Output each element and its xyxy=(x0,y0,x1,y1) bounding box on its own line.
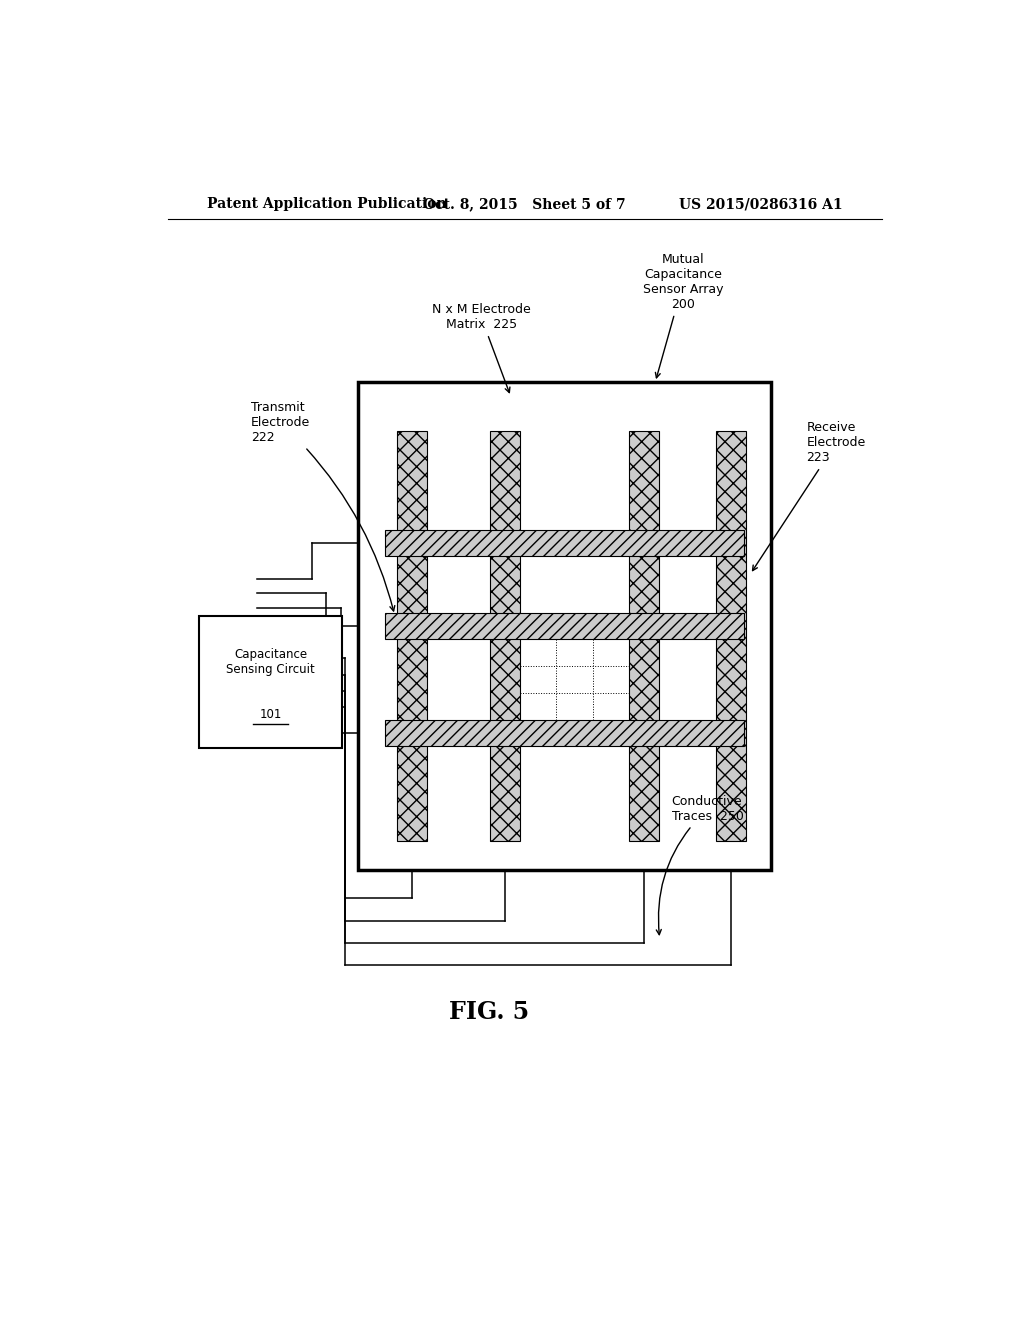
Text: Patent Application Publication: Patent Application Publication xyxy=(207,197,447,211)
Bar xyxy=(716,430,746,841)
Text: 101: 101 xyxy=(260,709,282,721)
Text: US 2015/0286316 A1: US 2015/0286316 A1 xyxy=(679,197,842,211)
Bar xyxy=(629,430,658,841)
Text: FIG. 5: FIG. 5 xyxy=(450,1001,529,1024)
Text: Capacitance
Sensing Circuit: Capacitance Sensing Circuit xyxy=(226,648,315,676)
Text: Mutual
Capacitance
Sensor Array
200: Mutual Capacitance Sensor Array 200 xyxy=(643,253,724,378)
Bar xyxy=(385,612,744,639)
Text: Receive
Electrode
223: Receive Electrode 223 xyxy=(753,421,865,570)
Text: N x M Electrode
Matrix  225: N x M Electrode Matrix 225 xyxy=(432,304,530,392)
Text: Transmit
Electrode
222: Transmit Electrode 222 xyxy=(251,401,395,611)
Bar xyxy=(385,721,744,747)
Bar xyxy=(385,529,744,556)
Bar xyxy=(489,430,520,841)
Bar xyxy=(397,430,427,841)
Text: Oct. 8, 2015   Sheet 5 of 7: Oct. 8, 2015 Sheet 5 of 7 xyxy=(424,197,626,211)
Text: Conductive
Traces  250: Conductive Traces 250 xyxy=(656,795,743,935)
Bar xyxy=(358,381,771,870)
Bar xyxy=(200,615,342,748)
